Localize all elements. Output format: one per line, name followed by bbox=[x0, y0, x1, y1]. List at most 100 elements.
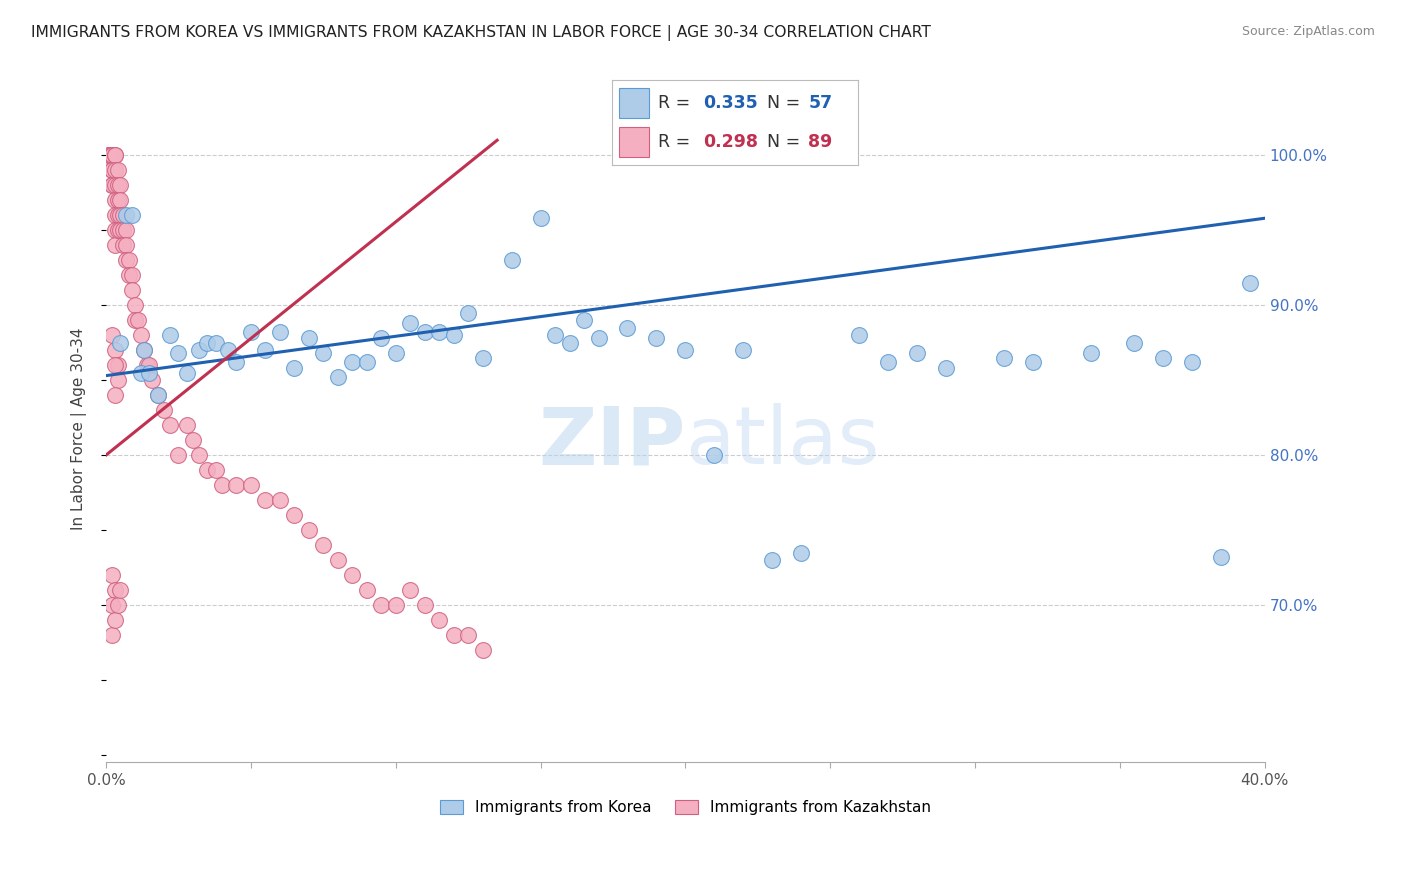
Point bbox=[135, 358, 157, 372]
Point bbox=[427, 613, 450, 627]
Point bbox=[115, 208, 138, 222]
Point bbox=[399, 582, 422, 597]
Point bbox=[356, 355, 378, 369]
Point bbox=[124, 313, 146, 327]
Text: 89: 89 bbox=[808, 133, 832, 151]
Point bbox=[104, 388, 127, 402]
Point bbox=[138, 366, 160, 380]
Point bbox=[675, 343, 697, 358]
Point bbox=[104, 148, 127, 162]
Point bbox=[124, 298, 146, 312]
Point bbox=[205, 335, 228, 350]
Point bbox=[97, 148, 120, 162]
Point bbox=[1123, 335, 1146, 350]
Text: IMMIGRANTS FROM KOREA VS IMMIGRANTS FROM KAZAKHSTAN IN LABOR FORCE | AGE 30-34 C: IMMIGRANTS FROM KOREA VS IMMIGRANTS FROM… bbox=[31, 25, 931, 41]
Point bbox=[269, 493, 291, 508]
Point bbox=[239, 325, 262, 339]
Point bbox=[104, 148, 127, 162]
Point bbox=[283, 508, 305, 522]
Point bbox=[104, 178, 127, 193]
Point bbox=[107, 163, 129, 178]
Point bbox=[187, 448, 209, 462]
Point bbox=[104, 193, 127, 207]
Text: 57: 57 bbox=[808, 95, 832, 112]
Point bbox=[107, 178, 129, 193]
Point bbox=[993, 351, 1015, 365]
Point bbox=[121, 268, 143, 283]
Point bbox=[110, 208, 132, 222]
Point bbox=[127, 313, 149, 327]
Point bbox=[399, 316, 422, 330]
Point bbox=[254, 493, 277, 508]
Point bbox=[790, 545, 813, 559]
Point bbox=[132, 343, 155, 358]
Point bbox=[107, 208, 129, 222]
Point bbox=[115, 238, 138, 252]
Point bbox=[298, 523, 321, 537]
Point bbox=[616, 320, 638, 334]
Point bbox=[101, 568, 124, 582]
Point bbox=[104, 238, 127, 252]
Point bbox=[181, 433, 204, 447]
Point bbox=[283, 361, 305, 376]
Bar bbox=[619, 127, 648, 157]
Point bbox=[101, 148, 124, 162]
Point bbox=[107, 358, 129, 372]
Text: N =: N = bbox=[766, 95, 806, 112]
Point bbox=[588, 331, 610, 345]
Point bbox=[761, 553, 783, 567]
Point bbox=[101, 178, 124, 193]
Bar bbox=[619, 88, 648, 119]
Point bbox=[107, 223, 129, 237]
Point bbox=[159, 418, 181, 433]
Point bbox=[298, 331, 321, 345]
Point bbox=[104, 223, 127, 237]
Text: 0.335: 0.335 bbox=[703, 95, 758, 112]
Text: R =: R = bbox=[658, 133, 696, 151]
Point bbox=[167, 346, 190, 360]
Point bbox=[905, 346, 928, 360]
Point bbox=[110, 178, 132, 193]
Point bbox=[225, 478, 247, 492]
Point bbox=[159, 328, 181, 343]
Point bbox=[384, 598, 406, 612]
Point bbox=[370, 598, 392, 612]
Point bbox=[153, 403, 176, 417]
Point bbox=[138, 358, 160, 372]
Text: R =: R = bbox=[658, 95, 696, 112]
Point bbox=[197, 463, 219, 477]
Point bbox=[501, 253, 523, 268]
Point bbox=[544, 328, 567, 343]
Point bbox=[104, 613, 127, 627]
Point bbox=[115, 253, 138, 268]
Point bbox=[176, 418, 198, 433]
Point bbox=[384, 346, 406, 360]
Point bbox=[443, 628, 465, 642]
Point bbox=[167, 448, 190, 462]
Point bbox=[217, 343, 239, 358]
Point bbox=[97, 148, 120, 162]
Point bbox=[101, 148, 124, 162]
Point bbox=[558, 335, 581, 350]
Point bbox=[110, 193, 132, 207]
Point bbox=[1022, 355, 1045, 369]
Point bbox=[112, 238, 135, 252]
Point bbox=[104, 582, 127, 597]
Legend: Immigrants from Korea, Immigrants from Kazakhstan: Immigrants from Korea, Immigrants from K… bbox=[434, 794, 936, 822]
Point bbox=[342, 568, 364, 582]
Point bbox=[107, 598, 129, 612]
Text: Source: ZipAtlas.com: Source: ZipAtlas.com bbox=[1241, 25, 1375, 38]
Point bbox=[141, 373, 163, 387]
Point bbox=[121, 283, 143, 297]
Point bbox=[110, 223, 132, 237]
Point bbox=[1153, 351, 1175, 365]
Point bbox=[239, 478, 262, 492]
Point bbox=[471, 643, 494, 657]
Point bbox=[205, 463, 228, 477]
Text: atlas: atlas bbox=[686, 403, 880, 481]
Point bbox=[101, 163, 124, 178]
Point bbox=[342, 355, 364, 369]
Point bbox=[101, 163, 124, 178]
Point bbox=[326, 370, 349, 384]
Point bbox=[101, 628, 124, 642]
